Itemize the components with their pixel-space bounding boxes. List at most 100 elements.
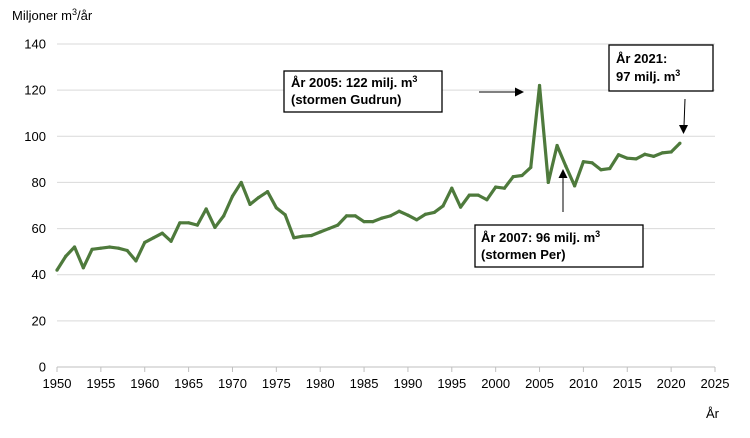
x-tick-label: 1990 [393,376,422,391]
annotation-gudrun-box [283,70,443,113]
data-point [134,259,138,263]
data-point [590,161,594,165]
x-tick-label: 1980 [306,376,335,391]
data-point [292,236,296,240]
data-point [108,245,112,249]
annotation-2021-box [608,44,714,92]
data-point [353,214,357,218]
data-point [55,268,59,272]
data-point [125,248,129,253]
data-point [660,151,664,155]
annotation-2021: År 2021: 97 milj. m3 [608,44,714,134]
data-point [441,204,445,208]
x-axis-ticks: 1950 1955 1960 1965 1970 1975 1980 1985 1990 1995… [43,367,730,391]
data-point [485,198,489,202]
x-tick-label: 1995 [437,376,466,391]
data-point [336,223,340,227]
data-point [187,221,191,225]
data-points [55,83,682,272]
x-tick-label: 2005 [525,376,554,391]
data-point [204,207,208,211]
y-tick-label: 100 [24,129,46,144]
annotation-gudrun: År 2005: 122 milj. m3 (stormen Gudrun) [283,70,524,113]
data-point [327,226,331,231]
x-tick-label: 1975 [262,376,291,391]
annotation-per-line1: År 2007: 96 milj. m3 [481,229,600,245]
x-tick-label: 2010 [569,376,598,391]
annotation-2021-arrow [683,98,686,127]
data-point [643,152,647,156]
x-tick-label: 1960 [130,376,159,391]
data-point [81,266,85,270]
x-axis-title: År [706,406,720,421]
annotation-gudrun-line2: (stormen Gudrun) [291,92,402,107]
data-point [406,213,410,217]
annotation-2021-line1: År 2021: [616,51,667,66]
y-tick-label: 120 [24,83,46,98]
data-point [520,173,524,178]
data-point [494,185,498,189]
data-point [274,206,278,210]
data-point [546,180,550,185]
data-point [116,246,121,250]
data-point [64,254,68,258]
data-point [362,220,366,224]
data-point [678,141,682,145]
x-tick-label: 2015 [613,376,642,391]
y-axis-ticks: 0 20 40 60 80 100 120 140 [24,37,46,375]
x-tick-label: 2000 [481,376,510,391]
data-point [502,186,507,190]
x-tick-label: 2020 [657,376,686,391]
data-point [529,165,533,170]
data-point [415,218,419,222]
annotation-gudrun-line1: År 2005: 122 milj. m3 [291,74,417,90]
data-point [634,157,638,161]
data-point [380,216,384,220]
y-tick-label: 0 [39,360,46,375]
data-point [72,245,77,249]
data-point [143,240,147,245]
data-point [608,166,612,171]
data-point [178,221,182,225]
x-tick-label: 1950 [43,376,72,391]
data-point [248,202,252,206]
data-point [90,247,94,251]
y-tick-label: 140 [24,37,46,52]
data-point [467,193,471,197]
data-point [432,210,436,215]
data-point [450,186,454,190]
y-tick-label: 20 [32,313,46,328]
y-tick-label: 80 [32,175,46,190]
data-point [344,214,349,218]
data-point [573,184,577,188]
data-point [371,220,375,224]
annotation-per: År 2007: 96 milj. m3 (stormen Per) [474,169,644,268]
annotation-gudrun-arrowhead [515,87,524,97]
data-point [265,190,270,194]
data-point [283,213,287,217]
data-point [476,193,480,197]
data-point [169,239,173,243]
data-point [309,233,314,238]
data-point [511,175,515,179]
data-point [388,214,392,218]
data-point [564,164,568,168]
data-point [318,230,322,234]
data-point [423,212,428,216]
annotation-per-line2: (stormen Per) [481,247,566,262]
data-point [151,236,156,240]
x-tick-label: 2025 [701,376,730,391]
x-tick-label: 1985 [350,376,379,391]
annotation-per-box [474,224,644,268]
data-point [222,214,226,218]
data-point [625,156,629,160]
x-tick-label: 1965 [174,376,203,391]
data-point [99,246,103,250]
data-point [669,150,673,154]
data-point [213,225,217,230]
data-point [537,83,542,88]
data-point [555,143,559,148]
x-tick-label: 1955 [86,376,115,391]
data-point [230,194,235,198]
